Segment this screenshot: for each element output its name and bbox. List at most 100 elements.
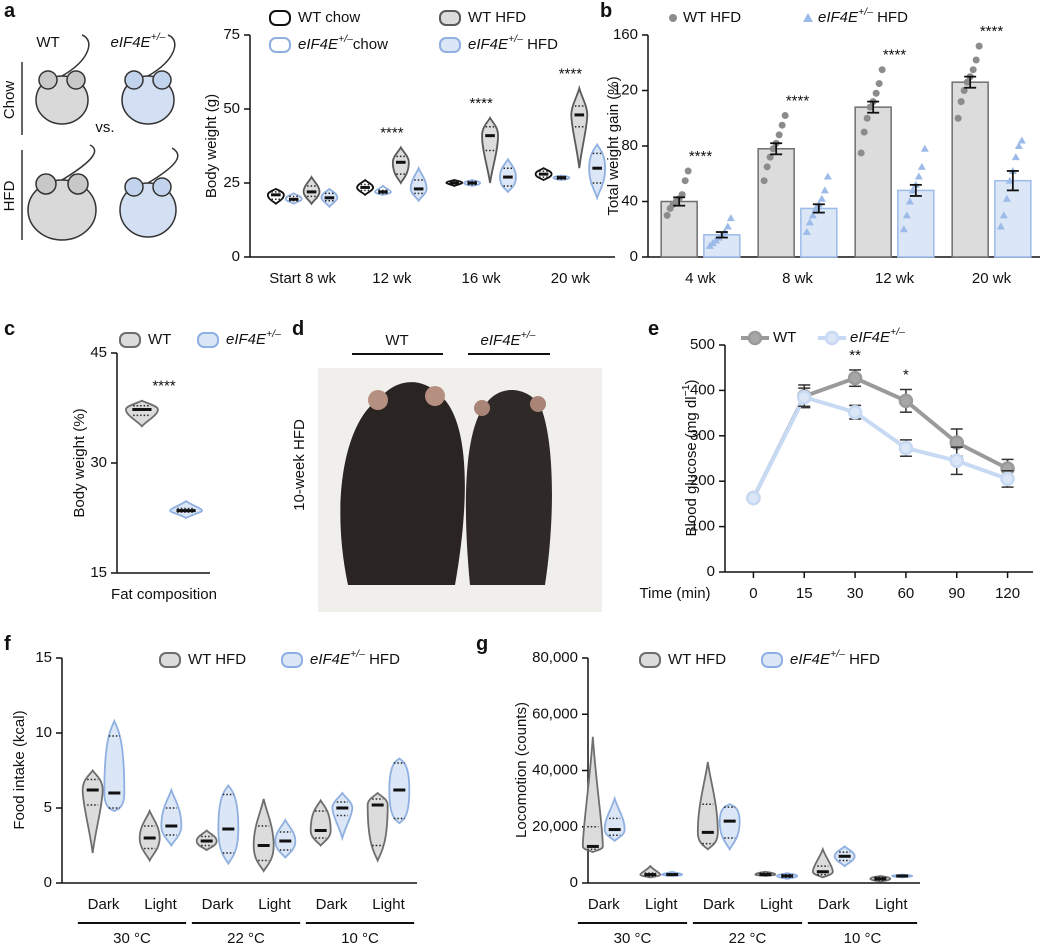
group-label: 22 °C [729,930,767,947]
data-point [1014,142,1023,149]
x-tick-label: 60 [898,585,915,602]
panel-label: f [4,633,11,655]
violin [463,179,482,187]
significance: **** [689,148,713,165]
panel-label: e [648,318,659,340]
y-tick-label: 0 [707,563,715,580]
photo-label: WT [385,332,408,349]
marker [1000,471,1015,487]
data-point [972,56,980,64]
y-axis-label: Blood glucose (mg dl−1) [680,379,700,536]
panel-label: c [4,318,15,340]
legend-swatch [197,332,219,348]
y-tick-label: 120 [613,81,638,98]
legend-swatch [439,37,461,53]
x-tick-label: 20 wk [972,270,1012,287]
legend-swatch [803,13,813,22]
legend-swatch [281,652,303,668]
significance: **** [559,65,583,82]
violin [391,145,410,185]
legend-label: WT HFD [468,9,526,26]
legend-swatch [269,37,291,53]
data-point [763,163,771,171]
legend-swatch [269,10,291,26]
violin [603,795,626,843]
significance: **** [380,124,404,141]
violin [125,399,159,428]
data-point [878,66,886,74]
marker [847,370,863,386]
y-tick-label: 200 [690,472,715,489]
y-tick-label: 100 [690,518,715,535]
legend-label: eIF4E+/– HFD [790,648,880,668]
legend-label: WT [148,331,171,348]
significance: **** [980,23,1004,40]
legend-swatch [747,330,763,346]
mouse-illustration [21,34,179,241]
data-point [969,66,977,74]
data-point [726,214,735,222]
y-tick-label: 30 [90,454,107,471]
data-point [684,167,692,175]
marker [746,490,761,506]
data-point [920,144,929,152]
x-tick-label: 0 [749,585,757,602]
legend-label: WT chow [298,9,360,26]
data-point [957,98,965,106]
bar [897,189,935,258]
y-tick-label: 40 [621,192,638,209]
data-point [778,121,786,129]
legend-label: WT HFD [683,9,741,26]
data-point [805,218,814,226]
line [751,375,1009,499]
legend-label: eIF4E+/– [850,326,905,346]
y-tick-label: 80 [621,137,638,154]
x-axis-label: Time (min) [639,585,710,602]
data-point [808,211,817,219]
y-tick-label: 0 [232,248,240,265]
data-point [1017,136,1026,144]
violin [138,808,161,863]
mouse-photo [318,353,602,612]
violin [217,783,240,866]
group-label: 10 °C [341,930,379,947]
data-point [823,172,832,180]
data-point [975,42,983,50]
x-tick-label: 30 [847,585,864,602]
data-point [1005,176,1014,184]
panel-label: b [600,0,612,22]
x-tick-label: 8 wk [782,270,813,287]
y-tick-label: 80,000 [532,649,578,666]
group-label: 22 °C [227,930,265,947]
y-tick-label: 60,000 [532,705,578,722]
x-tick-label: 20 wk [551,270,591,287]
x-tick-label: Light [144,896,177,913]
violin [252,798,275,873]
group-label: 30 °C [614,930,652,947]
violin [160,787,183,848]
violin [552,174,571,181]
line [751,394,1009,499]
x-tick-label: Light [760,896,793,913]
bar [660,200,698,258]
marker [949,453,964,469]
data-point [872,89,880,97]
legend-swatch [824,330,840,346]
x-tick-label: Fat composition [111,586,217,603]
violin [81,768,104,854]
y-axis-label: Food intake (kcal) [11,710,28,829]
violin [570,84,589,169]
data-point [769,145,777,153]
y-tick-label: 300 [690,427,715,444]
violin [356,178,375,197]
violin [103,718,126,813]
data-point [681,177,689,185]
data-point [960,87,968,94]
x-tick-label: Dark [88,896,120,913]
x-tick-label: 12 wk [372,270,412,287]
data-point [917,162,926,170]
significance: **** [786,92,810,109]
x-tick-label: 15 [796,585,813,602]
x-tick-label: 12 wk [875,270,915,287]
